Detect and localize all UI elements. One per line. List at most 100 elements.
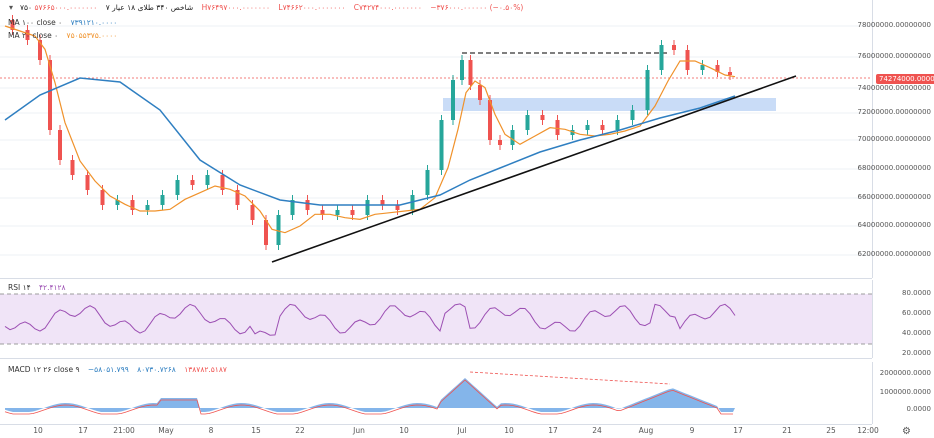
- candle-body: [175, 180, 180, 195]
- macd-divergence-line: [469, 371, 671, 385]
- candle-body: [672, 45, 676, 50]
- rsi-value: ۴۲.۴۱۲۸: [39, 283, 66, 292]
- chart-settings-gear-icon[interactable]: ⚙: [902, 426, 911, 437]
- price-tick: 74000000.00000000: [857, 84, 931, 92]
- ma100-label: MA ۱۰۰ close ۰: [8, 18, 63, 27]
- candle-body: [38, 40, 42, 60]
- rsi-legend[interactable]: RSI ۱۴ ۴۲.۴۱۲۸: [8, 283, 72, 292]
- price-tick: 72000000.00000000: [857, 108, 931, 116]
- candle-body: [380, 200, 385, 205]
- candle-body: [160, 195, 165, 205]
- price-tick: 70000000.00000000: [857, 135, 931, 143]
- candle-body: [276, 215, 281, 245]
- rsi-axis[interactable]: 80.0000 60.0000 40.0000 20.0000: [872, 280, 934, 358]
- candle-body: [48, 60, 52, 130]
- candle-body: [715, 65, 720, 72]
- candle-body: [645, 70, 650, 110]
- time-tick: Aug: [638, 426, 654, 435]
- time-tick: 12:00: [857, 426, 879, 435]
- ohlc-open: ۵۷۶۶۵۰۰۰.۰۰۰۰۰۰۰: [34, 3, 98, 12]
- time-tick: 24: [592, 426, 602, 435]
- price-tick: 78000000.00000000: [857, 21, 931, 29]
- candle-body: [488, 100, 492, 140]
- candle-body: [335, 210, 340, 215]
- price-pane[interactable]: ▾ ۷۵۰ شاخص ۳۴۰ طلای ۱۸ عیار ۷ ۵۷۶۶۵۰۰۰.۰…: [0, 0, 872, 279]
- candle-body: [395, 205, 400, 210]
- candle-body: [439, 120, 444, 170]
- candle-body: [70, 160, 75, 175]
- macd-tick: 0.0000: [906, 405, 932, 413]
- rsi-tick: 20.0000: [902, 349, 931, 357]
- ma20-label: MA ۲۰ close ۰: [8, 31, 59, 40]
- price-tick: 76000000.00000000: [857, 52, 931, 60]
- candle-body: [85, 175, 90, 190]
- ohlc-low: L۷۴۶۶۲۰۰۰.۰۰۰۰۰۰۰: [278, 3, 346, 12]
- candle-body: [130, 200, 135, 210]
- candle-body: [498, 140, 502, 145]
- rsi-chart[interactable]: [0, 280, 872, 358]
- time-tick: 17: [733, 426, 743, 435]
- candle-body: [451, 80, 455, 120]
- time-tick: 22: [295, 426, 305, 435]
- candle-body: [290, 200, 295, 215]
- macd-axis[interactable]: 2000000.0000 1000000.0000 0.0000: [872, 362, 934, 424]
- candle-body: [659, 45, 664, 70]
- time-tick: 10: [399, 426, 409, 435]
- rsi-band: [0, 294, 872, 344]
- symbol-legend: ۷۵۰ شاخص ۳۴۰ طلای ۱۸ عیار ۷ ۵۷۶۶۵۰۰۰.۰۰۰…: [20, 3, 529, 12]
- macd-value-1: −۵۸۰۵۱.۷۹۹: [87, 365, 129, 374]
- time-tick: 21: [782, 426, 792, 435]
- ohlc-close: C۷۴۲۷۴۰۰۰.۰۰۰۰۰۰۰: [353, 3, 422, 12]
- price-tick: 62000000.00000000: [857, 250, 931, 258]
- price-chart[interactable]: [0, 0, 872, 278]
- macd-chart[interactable]: [0, 362, 872, 424]
- candle-body: [685, 50, 690, 70]
- ma20-line: [4, 25, 736, 234]
- candle-body: [190, 180, 195, 185]
- support-zone: [443, 98, 776, 111]
- collapse-legend-icon[interactable]: ▾: [9, 3, 14, 12]
- macd-pane[interactable]: MACD ۱۲ ۲۶ close ۹ −۵۸۰۵۱.۷۹۹ ۸۰۷۳۰.۷۲۶۸…: [0, 362, 872, 425]
- ma100-legend[interactable]: MA ۱۰۰ close ۰ ۷۳۹۱۲۱۰.۰۰۰۰: [8, 18, 123, 27]
- price-tick: 68000000.00000000: [857, 164, 931, 172]
- macd-histogram: [5, 378, 735, 412]
- trend-line: [271, 75, 797, 263]
- time-tick: 15: [251, 426, 261, 435]
- rsi-tick: 40.0000: [902, 329, 931, 337]
- candle-body: [100, 190, 105, 205]
- macd-tick: 1000000.0000: [879, 388, 931, 396]
- candle-body: [728, 72, 732, 75]
- ma20-value: ۷۵۰۵۵۳۷۵.۰۰۰۰: [66, 31, 118, 40]
- candle-body: [145, 205, 150, 210]
- macd-label: MACD ۱۲ ۲۶ close ۹: [8, 365, 80, 374]
- candle-body: [58, 130, 62, 160]
- time-tick: Jul: [457, 426, 467, 435]
- candle-body: [235, 190, 240, 205]
- last-price-badge: 74274000.00000000: [876, 74, 934, 84]
- price-tick: 66000000.00000000: [857, 193, 931, 201]
- price-axis[interactable]: 78000000.00000000 76000000.00000000 7400…: [858, 0, 934, 278]
- time-axis[interactable]: 10 17 21:00 May 8 15 22 Jun 10 Jul 10 17…: [0, 424, 879, 438]
- candle-body: [350, 210, 355, 215]
- rsi-line: [4, 303, 736, 336]
- candle-body: [510, 130, 515, 145]
- price-tick: 64000000.00000000: [857, 221, 931, 229]
- candle-body: [320, 210, 325, 215]
- symbol-title: ۷۵۰ شاخص ۳۴۰ طلای ۱۸ عیار ۷: [20, 3, 194, 12]
- candle-body: [425, 170, 430, 195]
- time-tick: May: [158, 426, 174, 435]
- candle-body: [700, 65, 705, 70]
- macd-legend[interactable]: MACD ۱۲ ۲۶ close ۹ −۵۸۰۵۱.۷۹۹ ۸۰۷۳۰.۷۲۶۸…: [8, 365, 233, 374]
- candle-body: [478, 85, 482, 100]
- candle-body: [570, 130, 575, 135]
- candle-body: [25, 30, 30, 40]
- rsi-pane[interactable]: RSI ۱۴ ۴۲.۴۱۲۸: [0, 280, 872, 359]
- time-tick: 10: [504, 426, 514, 435]
- ma100-value: ۷۳۹۱۲۱۰.۰۰۰۰: [70, 18, 118, 27]
- candle-body: [305, 200, 310, 210]
- candle-body: [585, 125, 590, 130]
- candle-body: [250, 205, 255, 220]
- ohlc-high: H۷۶۴۹۷۰۰۰.۰۰۰۰۰۰۰: [201, 3, 271, 12]
- time-tick: Jun: [353, 426, 365, 435]
- ma20-legend[interactable]: MA ۲۰ close ۰ ۷۵۰۵۵۳۷۵.۰۰۰۰: [8, 31, 123, 40]
